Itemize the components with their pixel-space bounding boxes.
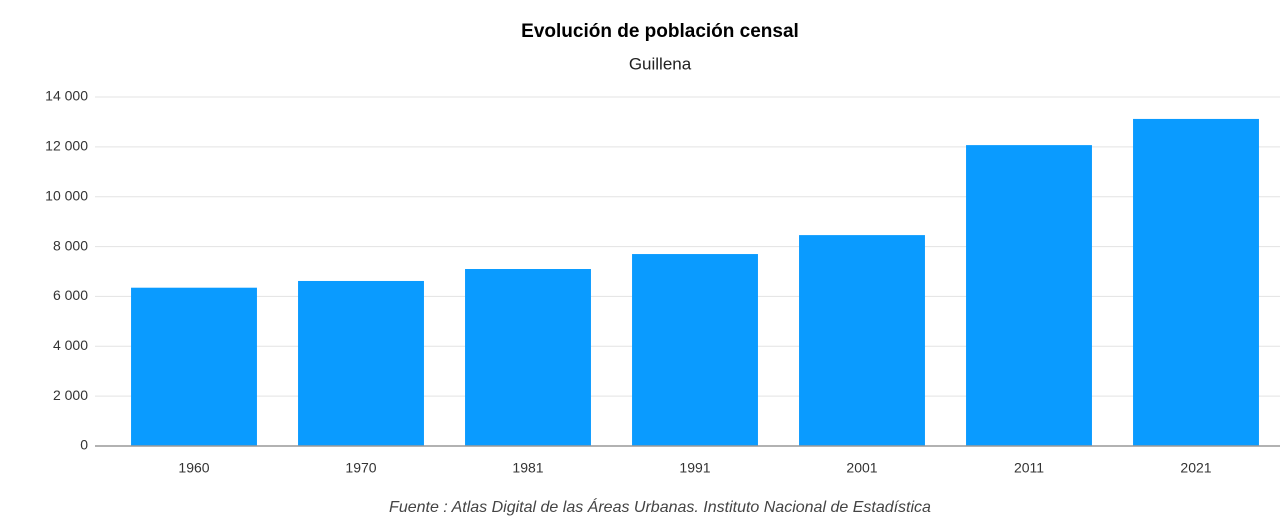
x-tick-label: 1970 [345,460,376,476]
chart-subtitle: Guillena [629,54,692,73]
source-note: Fuente : Atlas Digital de las Áreas Urba… [389,497,931,516]
x-tick-label: 1981 [512,460,543,476]
y-tick-label: 2 000 [53,387,88,403]
bar [298,280,424,446]
y-tick-label: 4 000 [53,337,88,353]
bar [131,287,257,446]
x-tick-label: 2021 [1180,460,1211,476]
x-tick-label: 2001 [846,460,877,476]
y-tick-label: 10 000 [45,187,88,203]
x-tick-label: 1960 [178,460,209,476]
chart-title: Evolución de población censal [521,21,799,42]
bar [799,235,925,446]
y-tick-label: 0 [80,437,88,453]
y-tick-label: 8 000 [53,237,88,253]
y-tick-label: 6 000 [53,287,88,303]
bar [632,254,758,446]
y-tick-label: 14 000 [45,88,88,104]
x-tick-label: 1991 [679,460,710,476]
x-tick-label: 2011 [1014,460,1044,476]
bar [966,145,1092,447]
bar [465,269,591,446]
bar [1133,118,1259,447]
y-tick-label: 12 000 [45,138,88,154]
